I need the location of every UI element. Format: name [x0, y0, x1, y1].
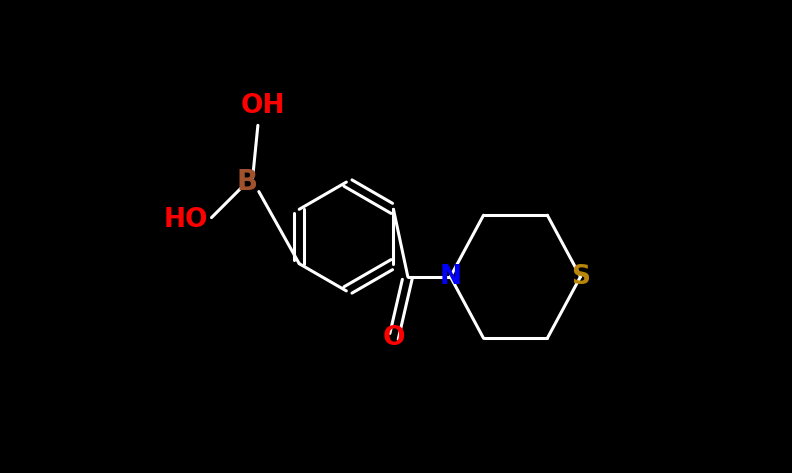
Text: O: O	[383, 325, 405, 351]
Text: S: S	[571, 264, 590, 289]
Text: HO: HO	[163, 207, 208, 233]
Text: N: N	[440, 264, 462, 289]
Text: OH: OH	[240, 94, 285, 119]
Text: B: B	[237, 168, 257, 196]
